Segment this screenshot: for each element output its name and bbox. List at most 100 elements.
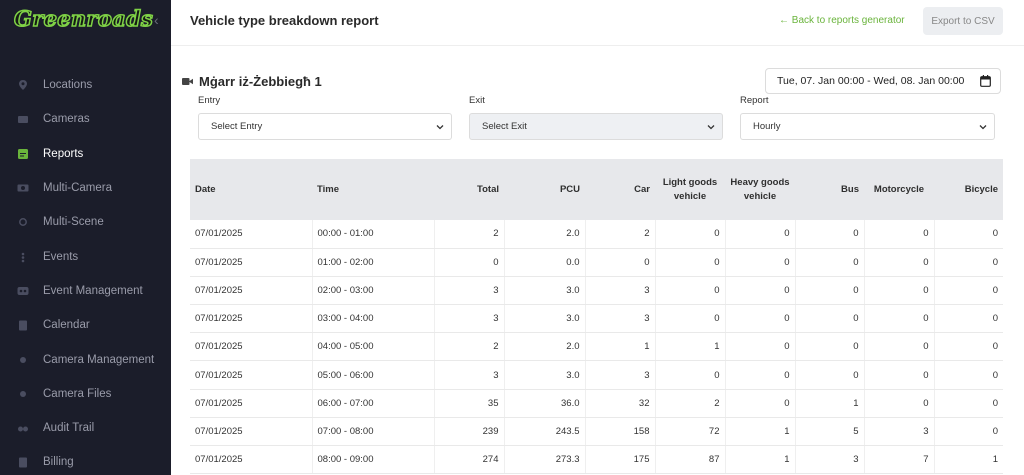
column-header[interactable]: Car	[585, 159, 655, 220]
table-cell: 0	[655, 304, 726, 334]
table-cell: 0	[934, 389, 1003, 418]
sidebar-item-event-management[interactable]: Event Management	[0, 274, 171, 308]
sidebar-item-camera-management[interactable]: Camera Management	[0, 342, 171, 376]
table-cell: 0	[434, 248, 505, 277]
greenroads-logo[interactable]: Greenroads	[13, 5, 154, 32]
sidebar-item-label: Events	[43, 250, 79, 263]
table-cell: 3	[585, 276, 656, 306]
vehicle-breakdown-table: Date Time Total PCU Car Light goods vehi…	[190, 159, 1003, 475]
table-row: 07/01/2025 02:00 - 03:00 3 3.0 3 0 0 0 0 0	[190, 276, 1003, 306]
table-cell: 0	[864, 332, 935, 362]
table-row: 07/01/2025 01:00 - 02:00 0 0.0 0 0 0 0 0 0	[190, 248, 1003, 277]
table-cell: 2	[655, 389, 726, 418]
table-cell: 3.0	[504, 276, 586, 306]
audit-trail-icon	[17, 422, 29, 434]
table-row: 07/01/2025 04:00 - 05:00 2 2.0 1 1 0 0 0 0	[190, 332, 1003, 362]
table-cell: 0	[795, 248, 865, 277]
table-cell: 06:00 - 07:00	[312, 389, 435, 418]
back-to-reports-link[interactable]: ← Back to reports generator	[779, 15, 905, 26]
table-cell: 3	[434, 360, 505, 390]
sidebar-item-locations[interactable]: Locations	[0, 68, 171, 102]
collapse-sidebar-icon[interactable]: ‹	[154, 12, 159, 28]
table-cell: 0	[864, 276, 935, 306]
table-cell: 0	[725, 220, 796, 249]
column-header[interactable]: Bicycle	[934, 159, 1003, 220]
column-header[interactable]: Total	[434, 159, 504, 220]
sidebar-item-audit-trail[interactable]: Audit Trail	[0, 411, 171, 445]
table-row: 07/01/2025 05:00 - 06:00 3 3.0 3 0 0 0 0 0	[190, 360, 1003, 390]
table-cell: 2.0	[504, 220, 586, 249]
sidebar-nav: Locations Cameras Reports Multi-Camera M…	[0, 68, 171, 475]
sidebar-item-cameras[interactable]: Cameras	[0, 102, 171, 136]
chevron-down-icon	[707, 125, 715, 130]
table-cell: 0	[934, 332, 1003, 362]
table-row: 07/01/2025 07:00 - 08:00 239 243.5 158 72 1 5 3 0	[190, 417, 1003, 447]
column-header[interactable]: Motorcycle	[864, 159, 934, 220]
camera-icon	[17, 113, 29, 125]
report-select[interactable]: Hourly	[740, 113, 995, 140]
table-cell: 2	[434, 332, 505, 362]
table-cell: 3.0	[504, 304, 586, 334]
table-cell: 01:00 - 02:00	[312, 248, 435, 277]
table-row: 07/01/2025 03:00 - 04:00 3 3.0 3 0 0 0 0 0	[190, 304, 1003, 334]
table-cell: 07/01/2025	[190, 276, 313, 306]
column-header[interactable]: Date	[190, 159, 312, 220]
column-header[interactable]: Light goods vehicle	[655, 159, 725, 220]
table-cell: 07:00 - 08:00	[312, 417, 435, 447]
table-cell: 274	[434, 445, 505, 475]
export-csv-button[interactable]: Export to CSV	[923, 7, 1003, 35]
chevron-down-icon	[436, 125, 444, 130]
calendar-icon	[17, 319, 29, 331]
sidebar-item-reports[interactable]: Reports	[0, 137, 171, 171]
sidebar-item-camera-files[interactable]: Camera Files	[0, 377, 171, 411]
top-bar: Vehicle type breakdown report ← Back to …	[171, 0, 1024, 46]
table-cell: 72	[655, 417, 726, 447]
table-cell: 08:00 - 09:00	[312, 445, 435, 475]
column-header[interactable]: Heavy goods vehicle	[725, 159, 795, 220]
date-range-value: Tue, 07. Jan 00:00 - Wed, 08. Jan 00:00	[777, 75, 965, 87]
sidebar-item-label: Multi-Scene	[43, 216, 104, 229]
table-cell: 32	[585, 389, 656, 418]
column-header[interactable]: Time	[312, 159, 434, 220]
table-cell: 1	[795, 389, 865, 418]
entry-label: Entry	[198, 95, 221, 106]
table-cell: 02:00 - 03:00	[312, 276, 435, 306]
table-cell: 35	[434, 389, 505, 418]
table-cell: 0	[725, 248, 796, 277]
column-header[interactable]: Bus	[795, 159, 864, 220]
table-cell: 0	[934, 248, 1003, 277]
table-cell: 0	[864, 360, 935, 390]
sidebar-item-label: Camera Files	[43, 387, 112, 400]
sidebar-item-multi-scene[interactable]: Multi-Scene	[0, 205, 171, 239]
sidebar-item-multi-camera[interactable]: Multi-Camera	[0, 171, 171, 205]
table-cell: 0	[795, 304, 865, 334]
table-cell: 175	[585, 445, 656, 475]
sidebar: Greenroads ‹ Locations Cameras Reports M…	[0, 0, 171, 475]
location-heading: Mġarr iż-Żebbiegħ 1	[182, 74, 322, 89]
table-cell: 07/01/2025	[190, 360, 313, 390]
sidebar-item-events[interactable]: Events	[0, 239, 171, 273]
sidebar-item-label: Cameras	[43, 113, 90, 126]
table-cell: 05:00 - 06:00	[312, 360, 435, 390]
sidebar-item-calendar[interactable]: Calendar	[0, 308, 171, 342]
sidebar-item-billing[interactable]: Billing	[0, 445, 171, 475]
table-cell: 3.0	[504, 360, 586, 390]
table-cell: 36.0	[504, 389, 586, 418]
table-cell: 0	[655, 248, 726, 277]
table-cell: 0	[934, 220, 1003, 249]
exit-label: Exit	[469, 95, 485, 106]
table-cell: 07/01/2025	[190, 220, 313, 249]
exit-select[interactable]: Select Exit	[469, 113, 723, 140]
table-cell: 1	[585, 332, 656, 362]
table-cell: 0	[725, 389, 796, 418]
sidebar-item-label: Event Management	[43, 284, 143, 297]
main-content: Vehicle type breakdown report ← Back to …	[171, 0, 1024, 475]
date-range-picker[interactable]: Tue, 07. Jan 00:00 - Wed, 08. Jan 00:00	[765, 68, 1001, 94]
table-cell: 0	[934, 304, 1003, 334]
entry-select[interactable]: Select Entry	[198, 113, 452, 140]
table-header-row: Date Time Total PCU Car Light goods vehi…	[190, 159, 1003, 220]
exit-select-value: Select Exit	[482, 121, 527, 132]
table-cell: 239	[434, 417, 505, 447]
table-cell: 0.0	[504, 248, 586, 277]
column-header[interactable]: PCU	[504, 159, 585, 220]
